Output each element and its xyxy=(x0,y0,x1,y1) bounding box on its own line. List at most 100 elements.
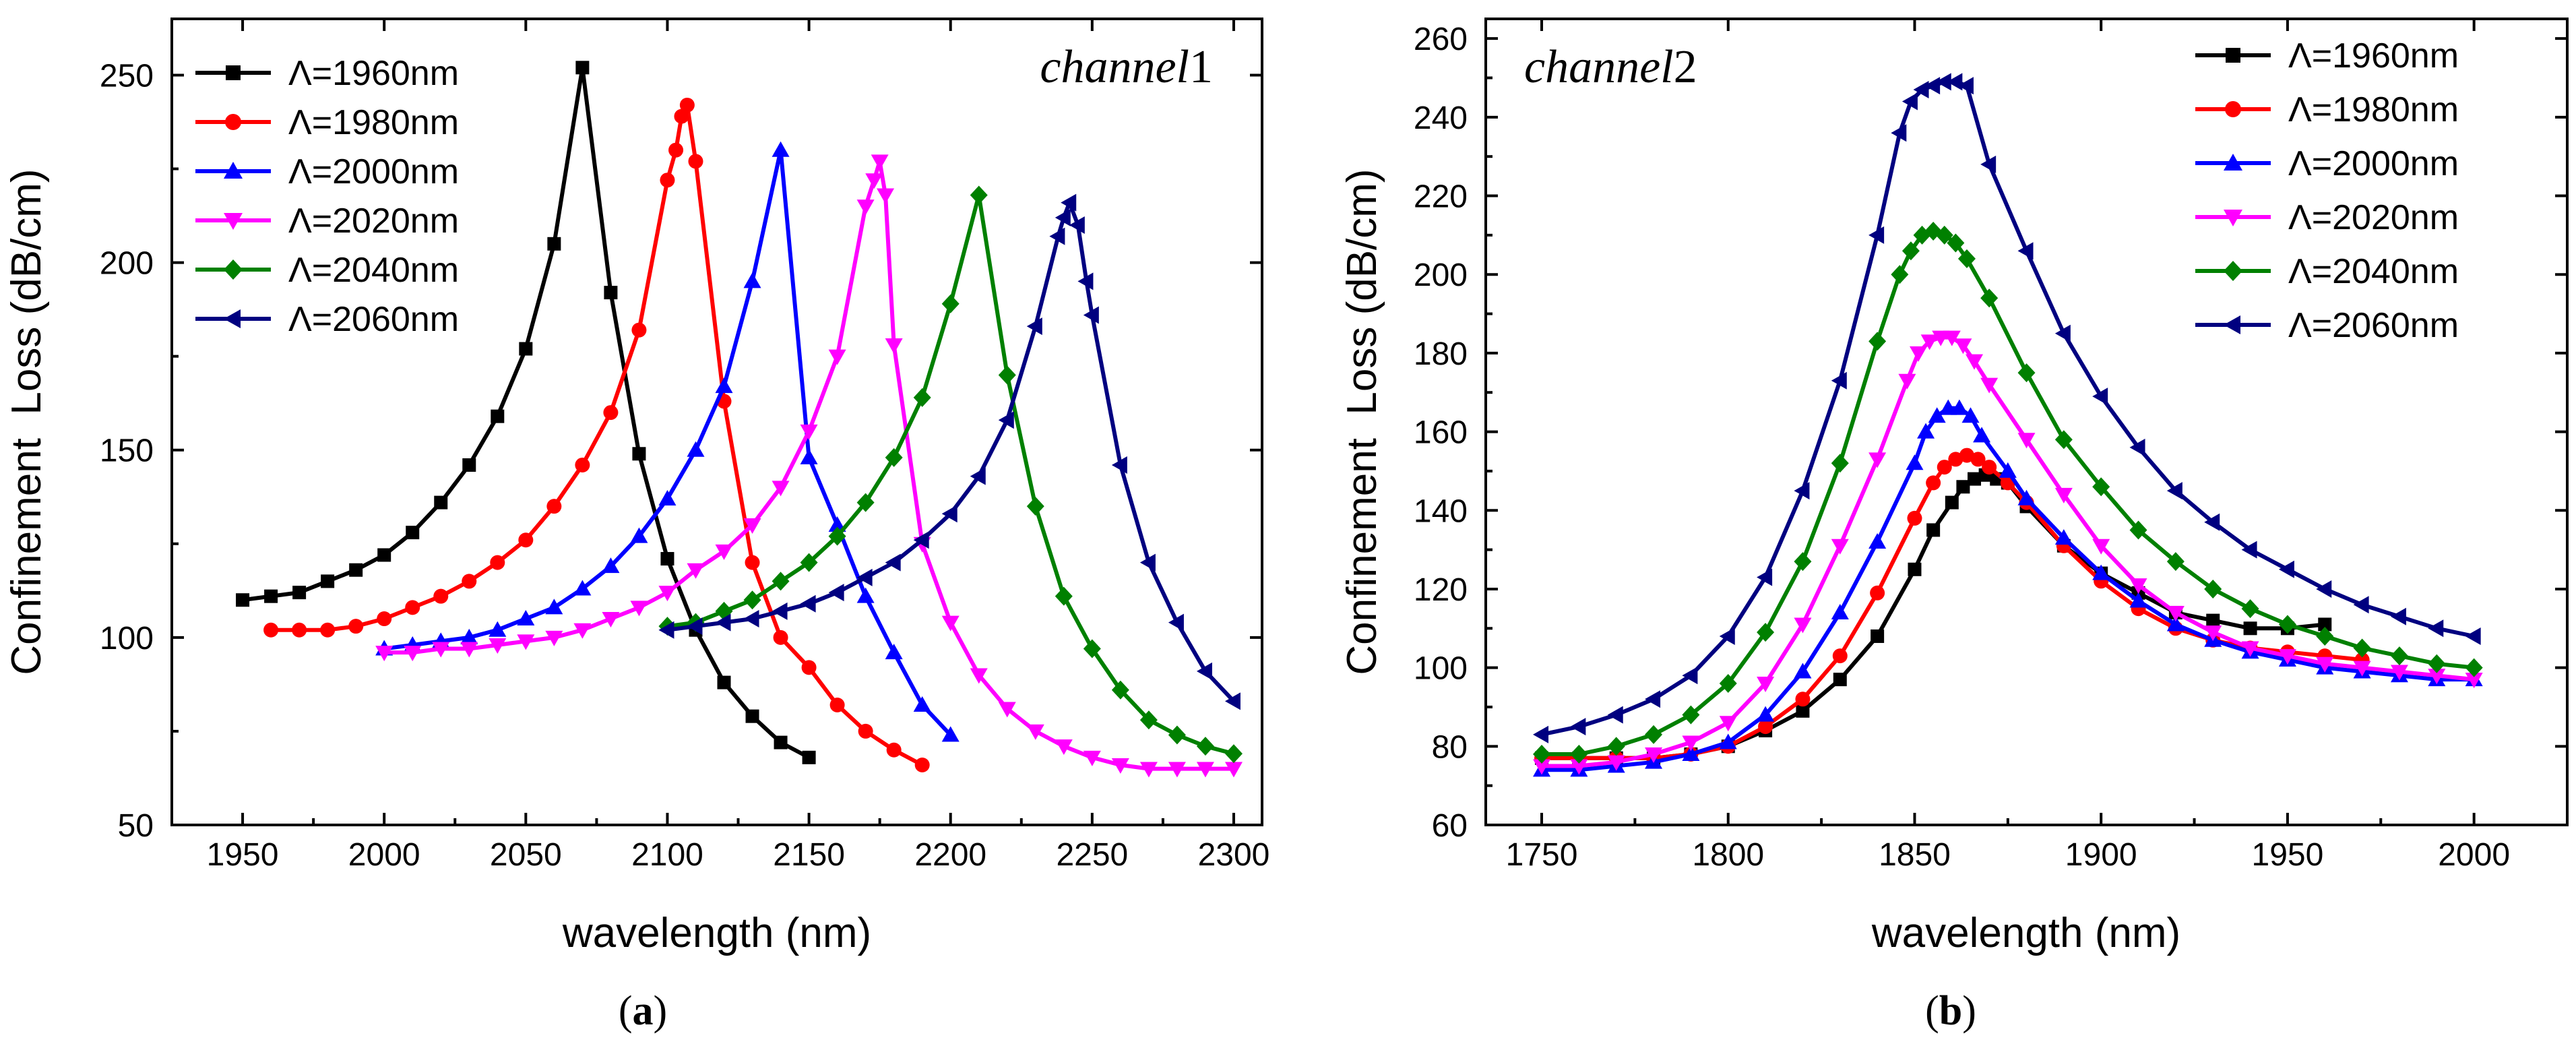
data-point xyxy=(1954,338,1972,355)
data-point xyxy=(970,185,988,205)
data-point xyxy=(715,544,733,560)
data-point xyxy=(1719,627,1735,645)
channel-number: 2 xyxy=(1674,41,1697,93)
data-point xyxy=(2465,673,2483,689)
data-point xyxy=(2241,641,2259,657)
data-point xyxy=(348,619,364,634)
chart-panel-1: 1950 2000 2050 2100 2150 2200 2250 2300 50 100 150… xyxy=(3,18,1270,1034)
panel-label-open: ( xyxy=(1925,988,1939,1034)
legend-marker xyxy=(2224,315,2240,334)
data-point xyxy=(1757,568,1773,586)
x-tick-label: 1950 xyxy=(207,837,279,873)
data-point xyxy=(404,646,422,662)
data-point xyxy=(547,237,561,251)
panel-label-letter: b xyxy=(1939,988,1962,1034)
data-point xyxy=(1961,407,1980,423)
data-point xyxy=(573,580,592,596)
data-point xyxy=(941,726,960,742)
data-point xyxy=(998,365,1016,385)
legend-item: Λ=2040nm xyxy=(195,251,459,290)
data-point xyxy=(1570,759,1588,775)
data-point xyxy=(2241,599,2259,619)
data-point xyxy=(462,458,476,472)
data-point xyxy=(630,527,648,543)
legend-label: Λ=2000nm xyxy=(2288,144,2459,183)
data-point xyxy=(1139,553,1156,572)
data-point xyxy=(575,61,590,75)
data-point xyxy=(658,621,674,639)
data-point xyxy=(2465,658,2483,677)
data-point xyxy=(545,630,563,646)
legend-marker xyxy=(224,162,243,179)
data-point xyxy=(406,526,420,540)
data-point xyxy=(631,322,647,338)
data-point xyxy=(1966,354,1984,370)
data-point xyxy=(1891,265,1909,284)
data-point xyxy=(1917,423,1935,439)
data-point xyxy=(1111,680,1129,700)
x-tick-label: 2000 xyxy=(348,837,420,873)
panel-label: (b) xyxy=(1925,988,1976,1034)
data-point xyxy=(2278,649,2296,665)
data-point xyxy=(518,532,534,548)
legend: Λ=1960nm Λ=1980nm Λ=2000nm Λ=2020nm Λ=2040nm… xyxy=(2195,36,2459,345)
data-point xyxy=(970,467,986,485)
x-tick-label: 1850 xyxy=(1879,837,1951,873)
data-point xyxy=(1794,552,1812,572)
legend-item: Λ=2020nm xyxy=(2195,198,2459,237)
y-tick-label: 140 xyxy=(1414,493,1468,529)
data-point xyxy=(1898,373,1916,390)
data-point xyxy=(1937,460,1952,475)
data-point xyxy=(1908,562,1922,576)
data-point xyxy=(1607,737,1625,756)
y-tick-label: 240 xyxy=(1414,100,1468,136)
data-point xyxy=(1168,725,1186,745)
data-point xyxy=(1932,330,1950,346)
data-point xyxy=(2428,619,2444,638)
y-tick-label: 60 xyxy=(1432,808,1468,844)
data-point xyxy=(2390,646,2408,666)
data-point xyxy=(913,696,931,712)
data-point xyxy=(2129,578,2147,594)
series-5 xyxy=(658,185,1243,764)
legend: Λ=1960nm Λ=1980nm Λ=2000nm Λ=2020nm Λ=2040nm… xyxy=(195,54,459,339)
data-point xyxy=(1794,617,1812,634)
x-tick-label: 2300 xyxy=(1198,837,1270,873)
data-point xyxy=(630,601,648,617)
data-point xyxy=(743,272,761,288)
data-point xyxy=(2166,615,2185,632)
data-point xyxy=(1794,482,1810,500)
data-point xyxy=(1533,759,1551,775)
data-point xyxy=(658,586,677,602)
data-point xyxy=(941,294,960,313)
series-line xyxy=(1542,335,2474,768)
data-point xyxy=(1061,193,1077,212)
data-point xyxy=(2129,520,2147,540)
data-point xyxy=(573,623,592,639)
data-point xyxy=(1055,739,1073,756)
data-point xyxy=(688,154,703,169)
data-point xyxy=(800,448,818,464)
data-point xyxy=(264,589,278,603)
legend-item: Λ=2040nm xyxy=(2195,252,2459,291)
data-point xyxy=(1924,77,1941,95)
channel-word: channel xyxy=(1524,41,1674,93)
data-point xyxy=(2390,607,2406,625)
data-point xyxy=(687,563,705,579)
data-point xyxy=(856,587,875,603)
data-point xyxy=(292,622,307,638)
data-point xyxy=(1948,452,1964,467)
data-point xyxy=(1196,737,1214,756)
data-point xyxy=(1947,73,1963,91)
series-5 xyxy=(1533,222,2483,764)
legend-label: Λ=2040nm xyxy=(2288,252,2459,291)
data-point xyxy=(1902,92,1918,111)
data-point xyxy=(658,490,677,506)
data-point xyxy=(2054,324,2071,342)
y-tick-label: 50 xyxy=(118,808,154,844)
data-point xyxy=(2054,529,2073,545)
data-point xyxy=(602,557,620,574)
data-point xyxy=(1832,648,1848,664)
data-point xyxy=(1871,629,1885,643)
